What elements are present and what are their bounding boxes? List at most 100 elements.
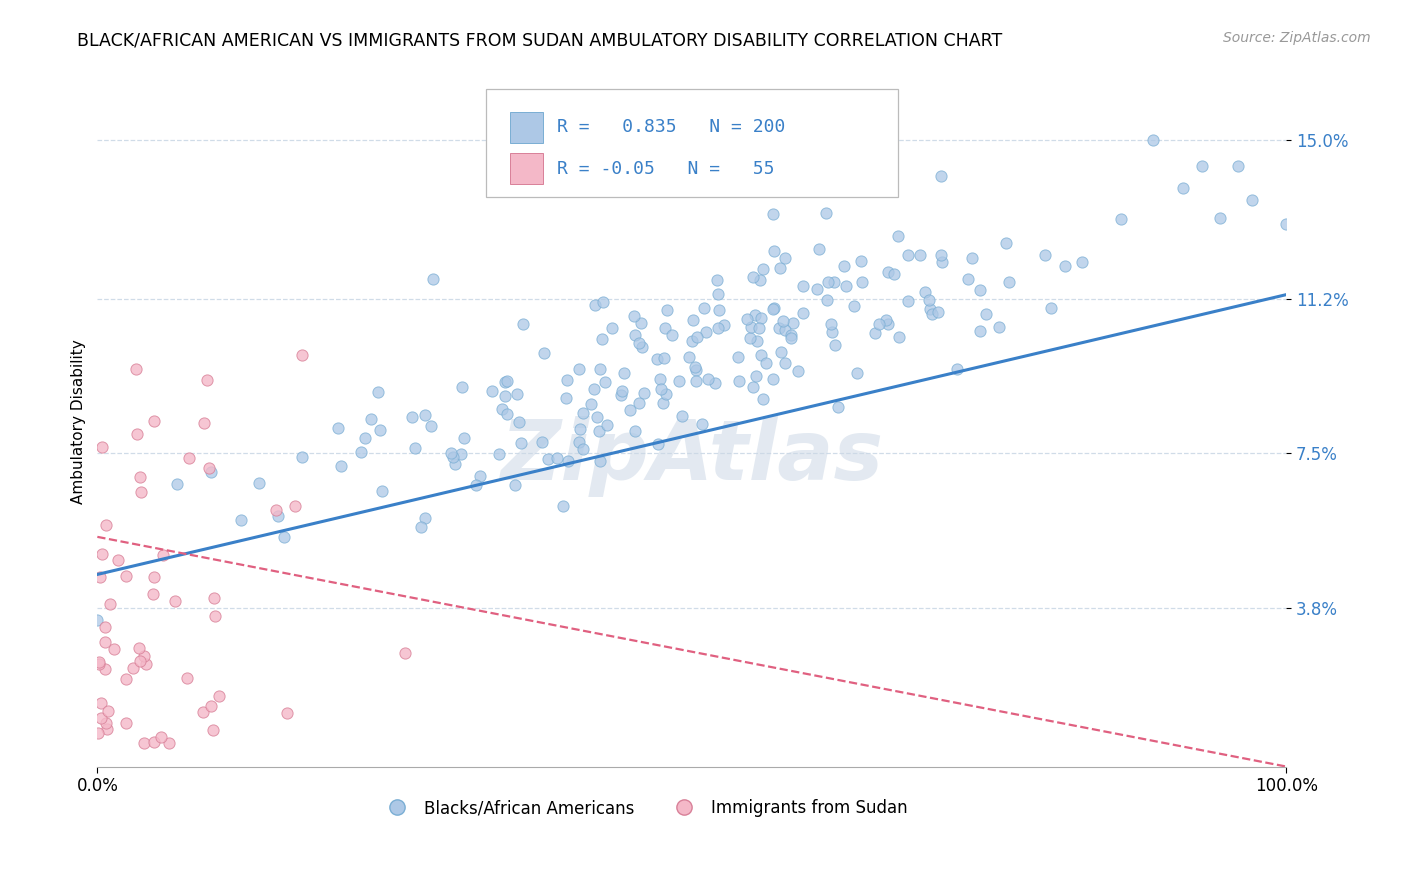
Point <box>143 735 166 749</box>
Legend: Blacks/African Americans, Immigrants from Sudan: Blacks/African Americans, Immigrants fro… <box>374 792 914 823</box>
Point <box>824 338 846 352</box>
Point <box>832 259 855 273</box>
Point <box>748 273 770 287</box>
Point <box>706 272 728 286</box>
Point <box>495 374 517 388</box>
Point <box>1070 255 1092 269</box>
Point <box>974 307 997 321</box>
Point <box>877 317 900 331</box>
Point <box>177 450 200 465</box>
Point <box>623 424 645 438</box>
Point <box>762 301 785 316</box>
Point <box>929 248 952 262</box>
Point <box>129 654 152 668</box>
Point <box>683 360 706 375</box>
Point <box>613 367 636 381</box>
Point <box>125 361 148 376</box>
Point <box>768 320 790 334</box>
Point <box>834 278 856 293</box>
Point <box>960 251 983 265</box>
Point <box>918 293 941 308</box>
Point <box>931 255 953 269</box>
Point <box>657 302 679 317</box>
Point <box>775 251 797 265</box>
Point <box>727 351 749 365</box>
Point <box>579 397 602 411</box>
Point <box>86 613 108 627</box>
Point <box>94 518 117 533</box>
Point <box>671 409 693 423</box>
Point <box>596 418 619 433</box>
Point <box>851 254 873 268</box>
Point <box>762 301 785 315</box>
Point <box>157 736 180 750</box>
Point <box>969 283 991 297</box>
Point <box>115 716 138 731</box>
Text: R =   0.835   N = 200: R = 0.835 N = 200 <box>558 119 786 136</box>
Point <box>875 313 897 327</box>
Point <box>742 270 765 285</box>
Point <box>631 340 654 354</box>
Point <box>247 476 270 491</box>
Y-axis label: Ambulatory Disability: Ambulatory Disability <box>72 340 86 504</box>
Point <box>496 407 519 421</box>
Point <box>276 706 298 720</box>
Point <box>191 706 214 720</box>
Point <box>769 261 792 276</box>
Point <box>652 351 675 365</box>
Point <box>267 508 290 523</box>
Point <box>360 412 382 426</box>
Point <box>420 418 443 433</box>
Point <box>749 348 772 362</box>
Point <box>129 470 152 484</box>
Point <box>591 332 613 346</box>
Point <box>1241 194 1264 208</box>
Point <box>623 328 645 343</box>
Point <box>551 499 574 513</box>
Point <box>465 477 488 491</box>
Point <box>1227 159 1250 173</box>
Point <box>681 334 703 348</box>
Point <box>610 384 633 398</box>
Point <box>682 313 704 327</box>
Point <box>792 306 814 320</box>
Point <box>166 477 188 491</box>
Point <box>747 334 769 348</box>
Point <box>291 450 314 464</box>
Point <box>193 416 215 430</box>
Point <box>609 388 631 402</box>
Point <box>90 710 112 724</box>
Point <box>568 435 591 450</box>
Point <box>703 376 725 391</box>
Point <box>817 275 839 289</box>
Text: BLACK/AFRICAN AMERICAN VS IMMIGRANTS FROM SUDAN AMBULATORY DISABILITY CORRELATIO: BLACK/AFRICAN AMERICAN VS IMMIGRANTS FRO… <box>77 31 1002 49</box>
Point <box>441 450 464 464</box>
Point <box>773 356 796 370</box>
Point <box>134 736 156 750</box>
Point <box>494 375 516 389</box>
Point <box>827 401 849 415</box>
Point <box>97 704 120 718</box>
Point <box>149 730 172 744</box>
Point <box>877 265 900 279</box>
Point <box>326 421 349 435</box>
Point <box>969 324 991 338</box>
Point <box>93 662 115 676</box>
Point <box>628 395 651 409</box>
Point <box>761 206 783 220</box>
Point <box>661 327 683 342</box>
Point <box>749 311 772 326</box>
Point <box>90 547 112 561</box>
Point <box>470 469 492 483</box>
Point <box>678 350 700 364</box>
Point <box>201 723 224 737</box>
Point <box>823 275 845 289</box>
Point <box>1053 259 1076 273</box>
Point <box>530 434 553 449</box>
Point <box>1173 181 1195 195</box>
Point <box>557 454 579 468</box>
Point <box>929 169 952 184</box>
Point <box>87 726 110 740</box>
Point <box>897 294 920 309</box>
Point <box>583 298 606 312</box>
